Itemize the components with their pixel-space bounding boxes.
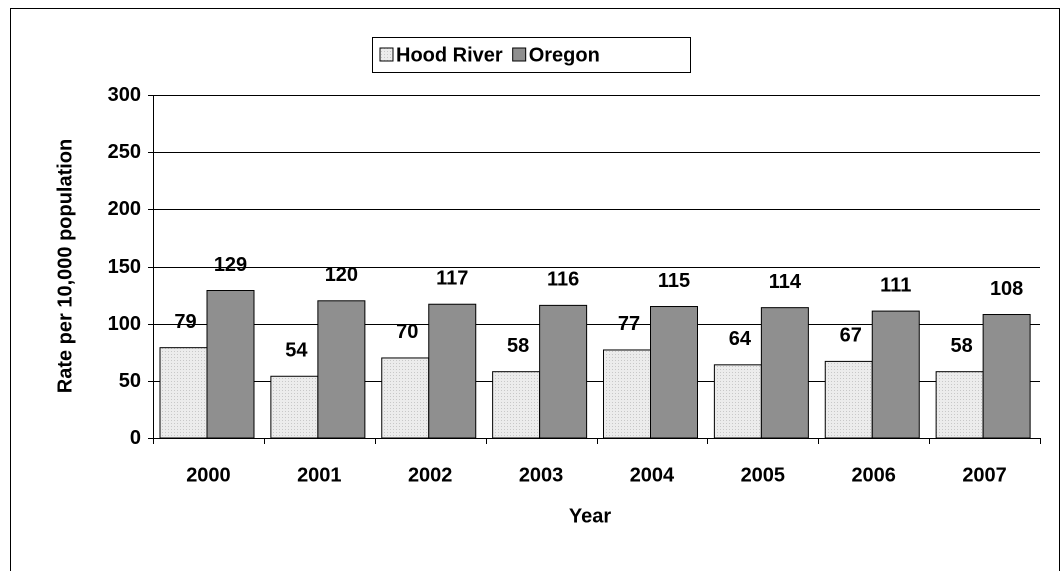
bar — [428, 303, 477, 439]
x-tick-label: 2000 — [186, 464, 231, 486]
y-tick-label: 0 — [130, 427, 141, 449]
data-label: 116 — [547, 269, 579, 291]
bar — [206, 290, 255, 439]
x-axis-title: Year — [569, 505, 611, 527]
bar — [982, 314, 1031, 439]
bar — [713, 364, 762, 439]
x-tick-label: 2003 — [519, 464, 564, 486]
data-label: 117 — [436, 268, 468, 290]
data-label: 70 — [396, 321, 418, 343]
bar — [824, 360, 873, 439]
data-label: 115 — [658, 270, 690, 292]
data-label: 77 — [618, 313, 640, 335]
x-tick-label: 2006 — [851, 464, 896, 486]
data-label: 120 — [325, 264, 358, 286]
y-tick-label: 50 — [119, 370, 141, 392]
data-label: 108 — [990, 278, 1023, 300]
legend-swatch — [379, 47, 394, 62]
x-tick-label: 2001 — [297, 464, 342, 486]
data-label: 129 — [214, 254, 247, 276]
bar — [270, 375, 319, 439]
bar — [159, 347, 208, 439]
y-tick-label: 100 — [108, 313, 141, 335]
bar — [539, 304, 588, 439]
bar — [381, 357, 430, 439]
y-axis-title: Rate per 10,000 population — [54, 139, 76, 394]
legend-swatch — [512, 47, 527, 62]
bar — [492, 371, 541, 439]
chart-frame — [10, 8, 1060, 571]
bar — [871, 310, 920, 439]
data-label: 79 — [174, 311, 196, 333]
x-tick-label: 2004 — [630, 464, 675, 486]
bar — [603, 349, 651, 439]
x-tick-label: 2005 — [741, 464, 786, 486]
data-label: 58 — [507, 335, 529, 357]
legend-label: Hood River — [396, 44, 503, 66]
data-label: 64 — [729, 328, 752, 350]
x-tick-label: 2007 — [962, 464, 1007, 486]
data-label: 111 — [880, 274, 911, 296]
data-label: 67 — [840, 325, 862, 347]
data-label: 54 — [285, 340, 308, 362]
data-label: 114 — [769, 271, 802, 293]
data-label: 58 — [951, 335, 973, 357]
bar — [650, 306, 698, 439]
bar — [935, 371, 984, 439]
bar — [760, 307, 809, 439]
y-tick-label: 250 — [108, 141, 141, 163]
bar — [317, 300, 366, 439]
y-tick-label: 200 — [108, 198, 141, 220]
x-tick-label: 2002 — [408, 464, 453, 486]
y-tick-label: 300 — [108, 84, 141, 106]
legend-label: Oregon — [529, 44, 600, 66]
y-tick-label: 150 — [108, 256, 141, 278]
legend — [372, 37, 691, 73]
